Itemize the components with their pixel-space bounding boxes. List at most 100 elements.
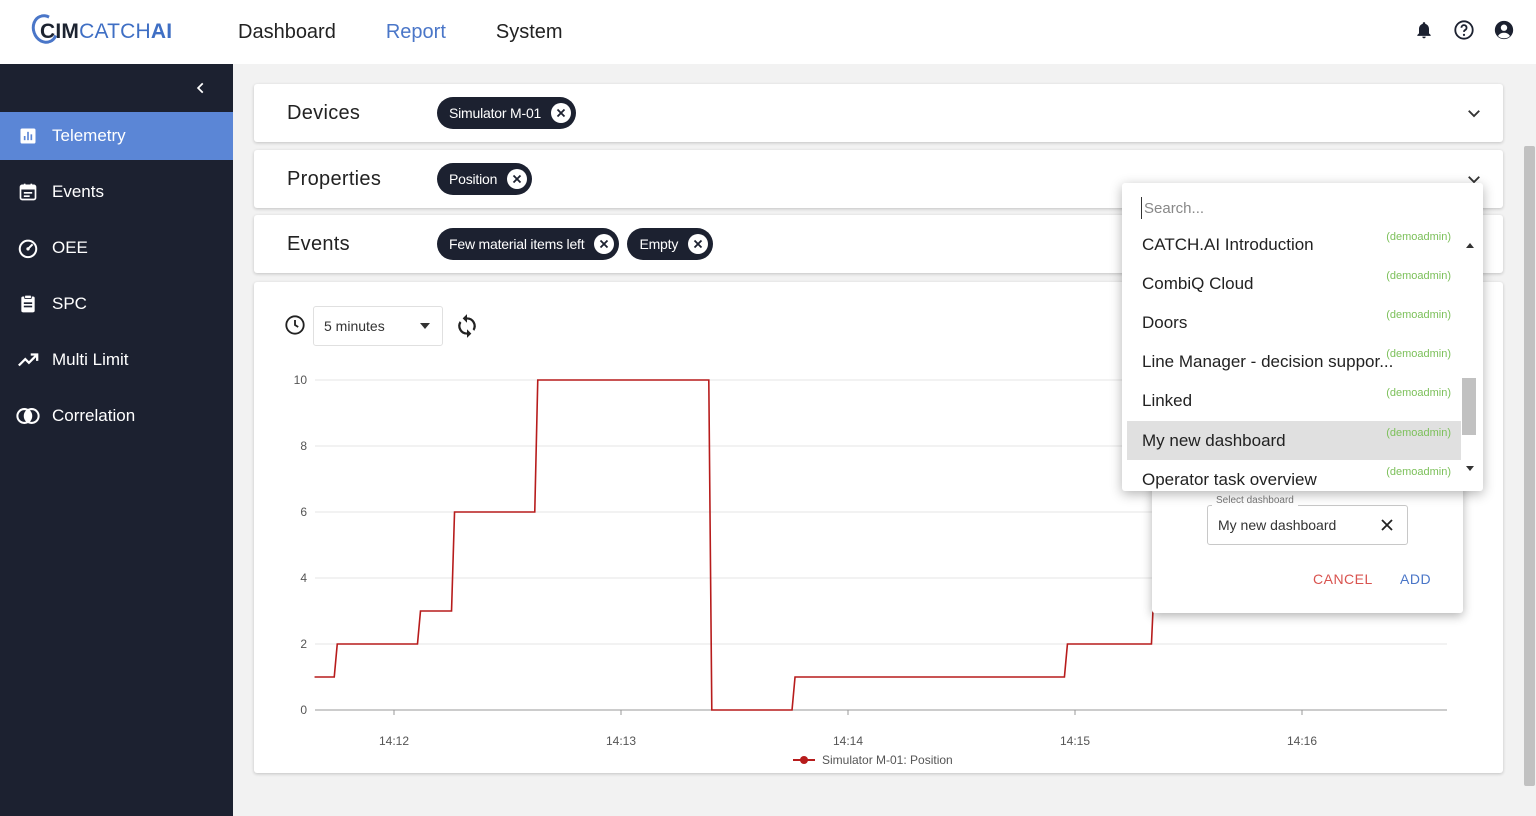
sidebar-item-oee[interactable]: OEE [0, 224, 233, 272]
option-name: Line Manager - decision suppor... [1142, 351, 1394, 371]
events-title: Events [287, 232, 350, 255]
chip-label: Position [449, 171, 498, 187]
logo-cim: CIM [40, 20, 80, 43]
sidebar-item-multi-limit[interactable]: Multi Limit [0, 336, 233, 384]
top-icons [1412, 18, 1516, 42]
close-icon[interactable] [551, 103, 572, 123]
app-logo[interactable]: CIMCATCHAI [27, 10, 173, 50]
logo-ai: AI [150, 20, 173, 43]
option-owner: (demoadmin) [1386, 387, 1451, 399]
add-button[interactable]: ADD [1400, 571, 1432, 587]
correlation-icon [16, 404, 40, 428]
sidebar-item-spc[interactable]: SPC [0, 280, 233, 328]
option-owner: (demoadmin) [1386, 309, 1451, 321]
help-icon[interactable] [1452, 18, 1476, 42]
sidebar-item-label: SPC [52, 294, 87, 313]
series-line [314, 379, 1158, 711]
x-tick-label: 14:15 [1060, 734, 1090, 748]
y-tick-label: 2 [300, 637, 307, 651]
option-owner: (demoadmin) [1386, 427, 1451, 439]
bell-icon[interactable] [1412, 18, 1436, 42]
sidebar-item-label: OEE [52, 238, 88, 257]
y-tick-label: 6 [300, 505, 307, 519]
logo-catch: CATCH [79, 20, 151, 43]
time-range-value: 5 minutes [324, 318, 385, 334]
event-chip: Empty [627, 228, 714, 260]
y-tick-label: 4 [300, 571, 307, 585]
scroll-down-icon[interactable] [1466, 466, 1474, 471]
sidebar-item-telemetry[interactable]: Telemetry [0, 112, 233, 160]
select-dashboard-value: My new dashboard [1218, 517, 1337, 533]
chevron-down-icon[interactable] [1465, 104, 1483, 122]
legend-label: Simulator M-01: Position [822, 753, 953, 767]
option-owner: (demoadmin) [1386, 466, 1451, 478]
page-scrollbar[interactable] [1522, 64, 1536, 816]
y-tick-label: 10 [294, 373, 308, 387]
dropdown-option[interactable]: Linked (demoadmin) [1127, 381, 1461, 420]
option-name: Operator task overview [1142, 469, 1317, 489]
y-tick-label: 0 [300, 703, 307, 717]
refresh-icon[interactable] [454, 313, 480, 339]
top-nav: Dashboard Report System [238, 0, 563, 64]
select-dashboard-label: Select dashboard [1212, 495, 1298, 506]
sidebar-item-label: Events [52, 182, 104, 201]
cancel-button[interactable]: CANCEL [1313, 571, 1373, 587]
clear-icon[interactable] [1379, 517, 1395, 533]
top-bar: CIMCATCHAI Dashboard Report System [0, 0, 1536, 64]
option-name: Doors [1142, 312, 1188, 332]
dropdown-scroll-thumb[interactable] [1462, 378, 1476, 435]
device-chip: Simulator M-01 [437, 97, 577, 129]
sidebar-item-events[interactable]: Events [0, 168, 233, 216]
select-dashboard-field[interactable]: My new dashboard [1207, 505, 1408, 545]
close-icon[interactable] [688, 234, 709, 254]
option-owner: (demoadmin) [1386, 348, 1451, 360]
devices-panel: Devices Simulator M-01 [254, 84, 1503, 142]
chip-label: Empty [639, 236, 679, 252]
clock-icon [285, 315, 305, 335]
dropdown-option[interactable]: Line Manager - decision suppor... (demoa… [1127, 342, 1461, 381]
page-scroll-thumb[interactable] [1524, 146, 1535, 786]
calendar-icon [16, 180, 40, 204]
sidebar-item-label: Telemetry [52, 126, 126, 145]
scroll-up-icon[interactable] [1466, 243, 1474, 248]
chevron-down-icon[interactable] [1465, 170, 1483, 188]
sidebar: Telemetry Events OEE SPC Multi Limit Cor… [0, 64, 233, 816]
nav-dashboard[interactable]: Dashboard [238, 20, 336, 43]
trending-up-icon [16, 348, 40, 372]
dropdown-option[interactable]: CATCH.AI Introduction (demoadmin) [1127, 225, 1461, 264]
x-tick-label: 14:13 [606, 734, 636, 748]
collapse-sidebar-button[interactable] [189, 76, 213, 100]
caret-down-icon [420, 323, 430, 329]
account-icon[interactable] [1492, 18, 1516, 42]
dropdown-option-highlighted[interactable]: My new dashboard (demoadmin) [1127, 421, 1461, 460]
dropdown-scrollbar[interactable] [1462, 233, 1478, 481]
chevron-left-icon [196, 82, 204, 94]
search-input[interactable] [1141, 197, 1461, 219]
properties-title: Properties [287, 167, 382, 190]
dashboard-dropdown: CATCH.AI Introduction (demoadmin) CombiQ… [1122, 183, 1483, 491]
x-tick-label: 14:16 [1287, 734, 1317, 748]
dropdown-option[interactable]: CombiQ Cloud (demoadmin) [1127, 264, 1461, 303]
gauge-icon [16, 236, 40, 260]
clipboard-icon [16, 292, 40, 316]
legend-marker [800, 756, 808, 764]
chip-label: Simulator M-01 [449, 105, 542, 121]
option-name: My new dashboard [1142, 430, 1286, 450]
nav-system[interactable]: System [495, 20, 563, 43]
devices-title: Devices [287, 101, 361, 124]
dropdown-option[interactable]: Doors (demoadmin) [1127, 303, 1461, 342]
sidebar-item-label: Multi Limit [52, 350, 129, 369]
close-icon[interactable] [507, 169, 528, 189]
property-chip: Position [437, 163, 533, 195]
dropdown-option[interactable]: Operator task overview (demoadmin) [1127, 460, 1461, 491]
chip-label: Few material items left [449, 236, 585, 252]
time-range-select[interactable]: 5 minutes [313, 306, 443, 346]
close-icon[interactable] [594, 234, 615, 254]
nav-report[interactable]: Report [385, 20, 446, 43]
x-tick-label: 14:14 [833, 734, 863, 748]
y-tick-label: 8 [300, 439, 307, 453]
option-owner: (demoadmin) [1386, 231, 1451, 243]
sidebar-item-correlation[interactable]: Correlation [0, 392, 233, 440]
option-owner: (demoadmin) [1386, 270, 1451, 282]
option-name: Linked [1142, 390, 1193, 410]
